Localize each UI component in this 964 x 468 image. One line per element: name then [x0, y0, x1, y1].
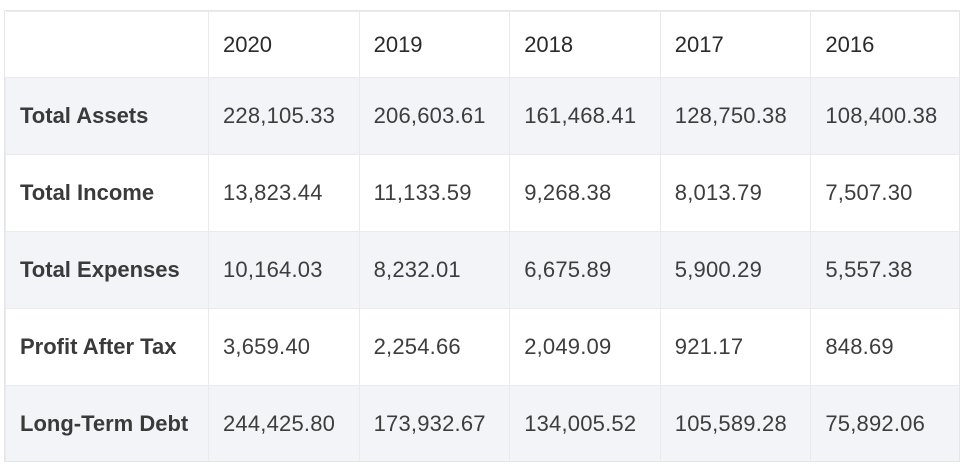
table-cell: 8,232.01	[358, 231, 511, 309]
table-cell: 921.17	[659, 308, 812, 386]
financial-table-container: 2020 2019 2018 2017 2016 Total Assets 22…	[4, 10, 960, 462]
header-cell-year: 2020	[208, 11, 360, 78]
row-label: Total Assets	[5, 77, 209, 155]
table-cell: 13,823.44	[208, 154, 360, 232]
table-cell: 5,900.29	[659, 231, 812, 309]
table-cell: 848.69	[810, 308, 959, 386]
header-cell-year: 2016	[810, 11, 959, 78]
table-cell: 128,750.38	[659, 77, 812, 155]
header-cell-empty	[5, 11, 209, 78]
table-cell: 161,468.41	[509, 77, 661, 155]
table-cell: 10,164.03	[208, 231, 360, 309]
row-label: Profit After Tax	[5, 308, 209, 386]
table-cell: 244,425.80	[208, 385, 360, 461]
table-cell: 108,400.38	[810, 77, 959, 155]
table-row-total-income: Total Income 13,823.44 11,133.59 9,268.3…	[5, 154, 959, 232]
table-cell: 105,589.28	[659, 385, 812, 461]
table-row-long-term-debt: Long-Term Debt 244,425.80 173,932.67 134…	[5, 385, 959, 461]
row-label: Long-Term Debt	[5, 385, 209, 461]
header-cell-year: 2018	[509, 11, 661, 78]
row-label: Total Expenses	[5, 231, 209, 309]
header-row: 2020 2019 2018 2017 2016	[5, 11, 959, 78]
table-cell: 8,013.79	[659, 154, 812, 232]
table-cell: 6,675.89	[509, 231, 661, 309]
table-cell: 7,507.30	[810, 154, 959, 232]
table-row-profit-after-tax: Profit After Tax 3,659.40 2,254.66 2,049…	[5, 308, 959, 386]
table-cell: 228,105.33	[208, 77, 360, 155]
table-body: Total Assets 228,105.33 206,603.61 161,4…	[5, 77, 959, 461]
table-cell: 3,659.40	[208, 308, 360, 386]
table-header: 2020 2019 2018 2017 2016	[5, 11, 959, 78]
financial-summary-table: 2020 2019 2018 2017 2016 Total Assets 22…	[5, 11, 959, 461]
table-cell: 206,603.61	[358, 77, 511, 155]
table-cell: 173,932.67	[358, 385, 511, 461]
table-cell: 5,557.38	[810, 231, 959, 309]
header-cell-year: 2019	[358, 11, 511, 78]
table-cell: 9,268.38	[509, 154, 661, 232]
table-cell: 2,254.66	[358, 308, 511, 386]
table-row-total-assets: Total Assets 228,105.33 206,603.61 161,4…	[5, 77, 959, 155]
table-cell: 134,005.52	[509, 385, 661, 461]
table-cell: 2,049.09	[509, 308, 661, 386]
header-cell-year: 2017	[659, 11, 812, 78]
table-cell: 11,133.59	[358, 154, 511, 232]
table-row-total-expenses: Total Expenses 10,164.03 8,232.01 6,675.…	[5, 231, 959, 309]
row-label: Total Income	[5, 154, 209, 232]
table-cell: 75,892.06	[810, 385, 959, 461]
